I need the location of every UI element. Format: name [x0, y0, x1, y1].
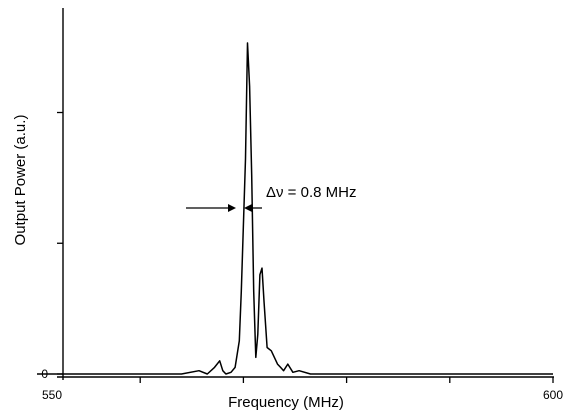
- y-ticks: 0: [41, 111, 63, 381]
- linewidth-annotation: Δν = 0.8 MHz: [266, 184, 356, 201]
- x-tick-label: 550: [42, 388, 62, 402]
- series-line: [37, 42, 553, 375]
- y-axis-label: Output Power (a.u.): [12, 115, 29, 246]
- left-arrowhead: [228, 204, 236, 212]
- x-axis-label: Frequency (MHz): [228, 394, 344, 411]
- x-ticks: 550 600: [42, 377, 563, 402]
- right-arrowhead: [244, 204, 252, 212]
- x-tick-label: 600: [543, 388, 563, 402]
- linewidth-arrows: [186, 204, 262, 212]
